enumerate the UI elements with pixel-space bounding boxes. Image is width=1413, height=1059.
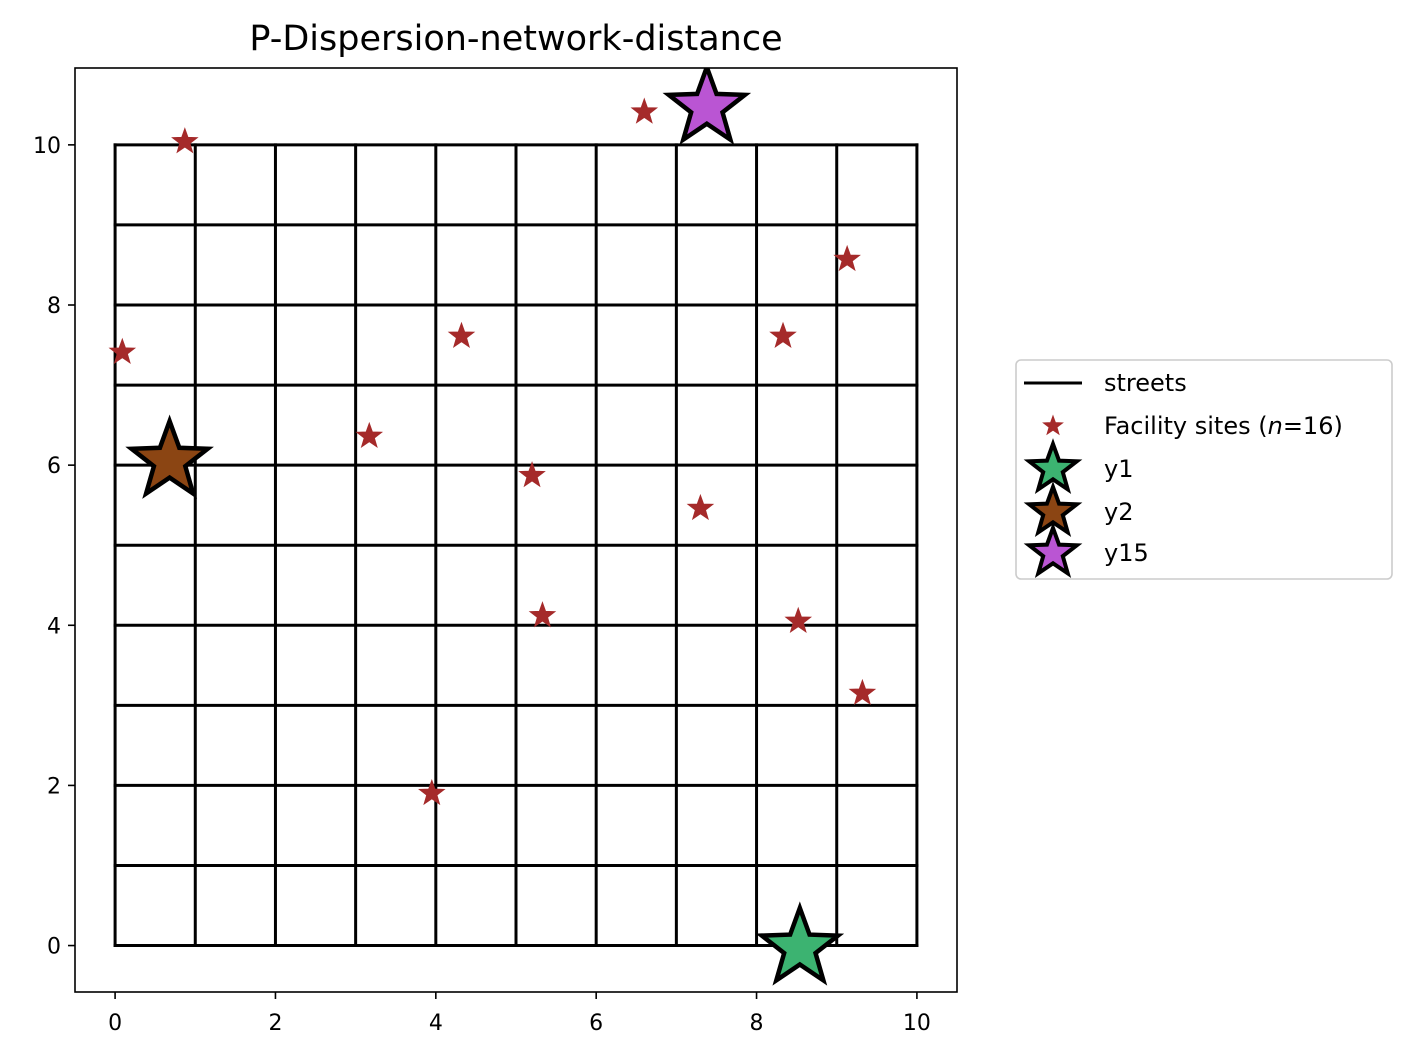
axes-frame: [74, 67, 958, 993]
facility-site-point: [784, 606, 813, 634]
legend-label-y1: y1: [1104, 455, 1133, 483]
y-tick-label: 4: [47, 614, 61, 639]
facility-site-point: [518, 461, 546, 488]
facility-site-point: [108, 337, 137, 364]
x-tick-label: 0: [108, 1011, 122, 1036]
y-tick-label: 8: [47, 294, 61, 319]
legend-label-y2: y2: [1104, 498, 1133, 526]
y-tick-label: 0: [47, 935, 61, 960]
facility-site-point: [833, 244, 861, 272]
selected-facilities-series: [125, 68, 845, 986]
legend-label-facility-sites: Facility sites (n=16): [1104, 412, 1343, 440]
facility-site-point: [418, 778, 446, 806]
selected-point-y2: [125, 414, 214, 499]
y-tick-label: 6: [47, 454, 61, 479]
x-tick-label: 10: [903, 1011, 931, 1036]
selected-point-y1: [755, 901, 845, 986]
chart-title: P-Dispersion-network-distance: [249, 19, 782, 59]
facility-sites-series: [108, 97, 877, 806]
facility-site-point: [630, 97, 659, 124]
x-tick-label: 4: [429, 1011, 443, 1036]
legend-label-y15: y15: [1104, 539, 1149, 567]
legend-box: [1015, 359, 1393, 580]
facility-site-point: [171, 127, 199, 154]
facility-site-point: [769, 321, 797, 348]
y-tick-label: 2: [47, 774, 61, 799]
facility-site-point: [447, 321, 476, 348]
x-tick-label: 8: [750, 1011, 764, 1036]
facility-site-point: [848, 678, 877, 706]
legend-handle-facility-sites: [1042, 414, 1064, 436]
axes-border: [74, 67, 958, 993]
legend-handle-y1: [1023, 438, 1083, 494]
x-tick-label: 6: [589, 1011, 603, 1036]
x-axis: 0 2 4 6 8 10: [108, 992, 931, 1036]
y-tick-label: 10: [33, 134, 61, 159]
facility-site-point: [686, 493, 715, 521]
facility-site-point: [528, 601, 557, 628]
legend-label-streets: streets: [1104, 369, 1187, 397]
selected-point-y15: [662, 68, 752, 145]
y-axis: 0 2 4 6 8 10: [33, 134, 75, 960]
streets-series: [113, 143, 919, 948]
plot-area: [108, 68, 919, 986]
x-tick-label: 2: [268, 1011, 282, 1036]
legend: streets Facility sites (n=16) y1 y2 y15: [1015, 359, 1393, 580]
facility-site-point: [355, 421, 384, 449]
legend-handle-y15: [1023, 522, 1083, 578]
